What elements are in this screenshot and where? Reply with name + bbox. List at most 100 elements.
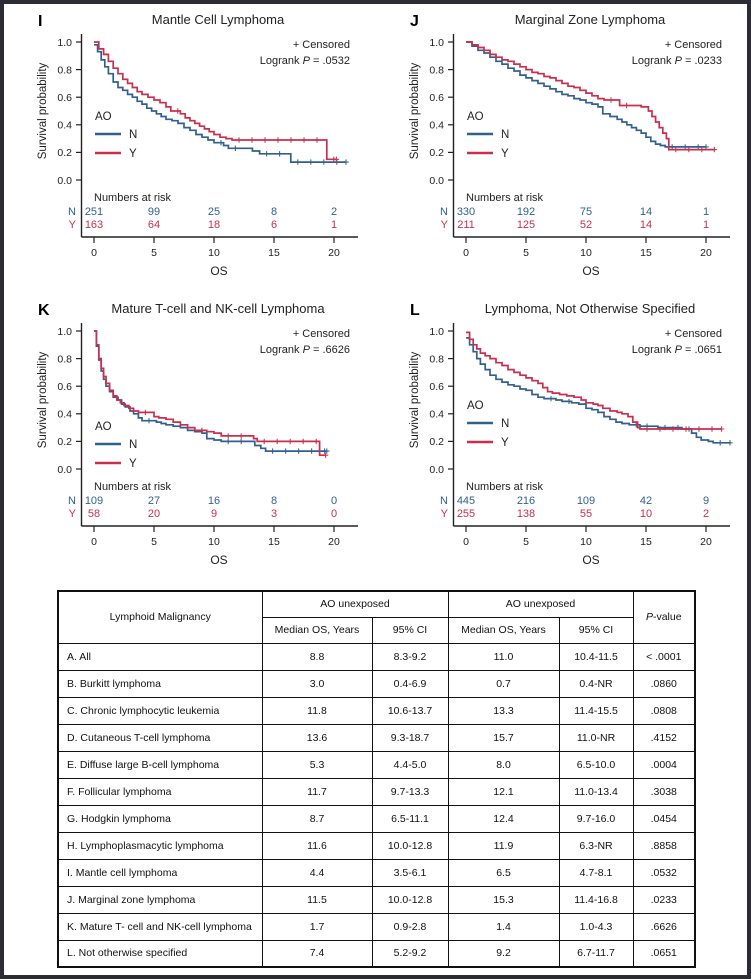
table-value: 8.3-9.2	[371, 642, 449, 671]
x-tick-label: 0	[463, 247, 469, 259]
numbers-at-risk-label: Numbers at risk	[466, 481, 544, 493]
x-tick-label: 5	[523, 536, 529, 548]
logrank-p-symbol: P	[303, 55, 311, 67]
logrank-p-value: = .0233	[681, 55, 721, 67]
summary-table: Lymphoid Malignancy AO unexposed AO unexpo…	[57, 590, 696, 968]
at-risk-value: 20	[148, 508, 160, 520]
at-risk-value: 125	[516, 219, 534, 231]
logrank-prefix: Logrank	[631, 55, 674, 67]
at-risk-row-label: N	[68, 495, 76, 507]
km-curve-n	[465, 337, 730, 444]
malignancy-name: A. All	[57, 642, 263, 671]
at-risk-row-label: Y	[69, 219, 77, 231]
logrank-note: Logrank P = .0532	[260, 55, 350, 67]
km-panel-L: L Lymphoma, Not Otherwise Specified + Cens…	[376, 293, 747, 582]
legend-title: AO	[467, 111, 484, 123]
at-risk-value: 16	[208, 495, 220, 507]
panel-title: Marginal Zone Lymphoma	[514, 12, 665, 27]
km-curve-y	[94, 41, 337, 161]
x-tick-label: 20	[700, 536, 712, 548]
logrank-p-symbol: P	[674, 55, 682, 67]
panel-letter: I	[38, 13, 42, 30]
legend-label-y: Y	[129, 458, 137, 470]
table-value: .0860	[632, 669, 696, 698]
table-value: .0651	[632, 939, 696, 968]
at-risk-value: 8	[271, 495, 277, 507]
x-tick-label: 20	[328, 536, 340, 548]
table-value: 8.7	[261, 804, 373, 833]
y-tick-label: 0.2	[57, 147, 72, 159]
at-risk-value: 42	[639, 495, 651, 507]
logrank-p-symbol: P	[303, 344, 311, 356]
x-axis-title: OS	[210, 553, 227, 567]
logrank-note: Logrank P = .0233	[631, 55, 721, 67]
at-risk-row-label: Y	[440, 219, 448, 231]
malignancy-name: K. Mature T- cell and NK-cell lymphoma	[57, 912, 263, 941]
at-risk-value: 2	[331, 206, 337, 218]
table-value: 8.8	[261, 642, 373, 671]
header-group-1: AO unexposed	[447, 590, 634, 618]
at-risk-value: 216	[516, 495, 534, 507]
at-risk-row-label: Y	[69, 508, 77, 520]
table-value: .6626	[632, 912, 696, 941]
y-tick-label: 1.0	[429, 37, 444, 49]
legend-label-n: N	[501, 418, 509, 430]
y-tick-label: 0.2	[429, 147, 444, 159]
table-value: 15.3	[447, 885, 560, 914]
table-value: 11.4-15.5	[558, 696, 634, 725]
header-subcol-2: Median OS, Years	[447, 616, 560, 644]
table-value: 1.4	[447, 912, 560, 941]
y-tick-label: 0.8	[429, 353, 444, 365]
table-row: C. Chronic lymphocytic leukemia 11.8 10.6-…	[57, 696, 696, 725]
x-tick-label: 5	[151, 536, 157, 548]
panel-title: Mature T-cell and NK-cell Lymphoma	[111, 301, 325, 316]
at-risk-value: 109	[576, 495, 594, 507]
at-risk-value: 14	[639, 206, 651, 218]
at-risk-value: 2	[702, 508, 708, 520]
table-value: 1.7	[261, 912, 373, 941]
table-value: 11.9	[447, 831, 560, 860]
x-axis-title: OS	[582, 553, 599, 567]
table-value: 11.0	[447, 642, 560, 671]
censored-note: + Censored	[664, 328, 721, 340]
y-axis-title: Survival probability	[37, 351, 49, 448]
censor-marks-y	[142, 409, 329, 458]
km-panel-K: K Mature T-cell and NK-cell Lymphoma + Cen…	[4, 293, 375, 582]
table-value: 15.7	[447, 723, 560, 752]
y-axis-title: Survival probability	[409, 62, 421, 159]
x-tick-label: 0	[91, 247, 97, 259]
at-risk-value: 251	[85, 206, 103, 218]
at-risk-row-label: N	[440, 206, 448, 218]
logrank-note: Logrank P = .6626	[260, 344, 350, 356]
logrank-p-symbol: P	[674, 344, 682, 356]
table-value: 0.4-NR	[558, 669, 634, 698]
table-row: A. All 8.8 8.3-9.2 11.0 10.4-11.5 < .0001	[57, 642, 696, 671]
at-risk-value: 9	[702, 495, 708, 507]
at-risk-value: 58	[88, 508, 100, 520]
table-row: J. Marginal zone lymphoma 11.5 10.0-12.8 15…	[57, 885, 696, 914]
table-value: 6.7-11.7	[558, 939, 634, 968]
y-tick-label: 0.6	[57, 92, 72, 104]
x-tick-label: 10	[208, 247, 220, 259]
y-tick-label: 0.0	[429, 175, 444, 187]
y-tick-label: 0.8	[57, 64, 72, 76]
at-risk-value: 0	[331, 508, 337, 520]
legend-title: AO	[95, 111, 112, 123]
at-risk-value: 1	[702, 206, 708, 218]
y-tick-label: 0.2	[429, 436, 444, 448]
km-curve-y	[465, 331, 722, 430]
y-tick-label: 0.4	[429, 120, 444, 132]
table-value: 6.5-10.0	[558, 750, 634, 779]
at-risk-value: 55	[579, 508, 591, 520]
table-value: 3.5-6.1	[371, 858, 449, 887]
table-value: 10.0-12.8	[371, 831, 449, 860]
table-value: 10.4-11.5	[558, 642, 634, 671]
y-axis-title: Survival probability	[37, 62, 49, 159]
legend-title: AO	[95, 421, 112, 433]
censored-note: + Censored	[293, 39, 350, 51]
panel-letter: L	[410, 302, 420, 319]
legend-title: AO	[467, 400, 484, 412]
censored-note: + Censored	[664, 39, 721, 51]
censored-note: + Censored	[293, 328, 350, 340]
